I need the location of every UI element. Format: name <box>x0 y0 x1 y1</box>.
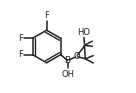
Text: F: F <box>44 11 49 20</box>
Text: B: B <box>65 56 71 65</box>
Text: O: O <box>73 52 80 61</box>
Text: F: F <box>18 50 23 59</box>
Text: F: F <box>18 34 23 43</box>
Text: OH: OH <box>61 69 74 78</box>
Text: HO: HO <box>78 28 90 37</box>
